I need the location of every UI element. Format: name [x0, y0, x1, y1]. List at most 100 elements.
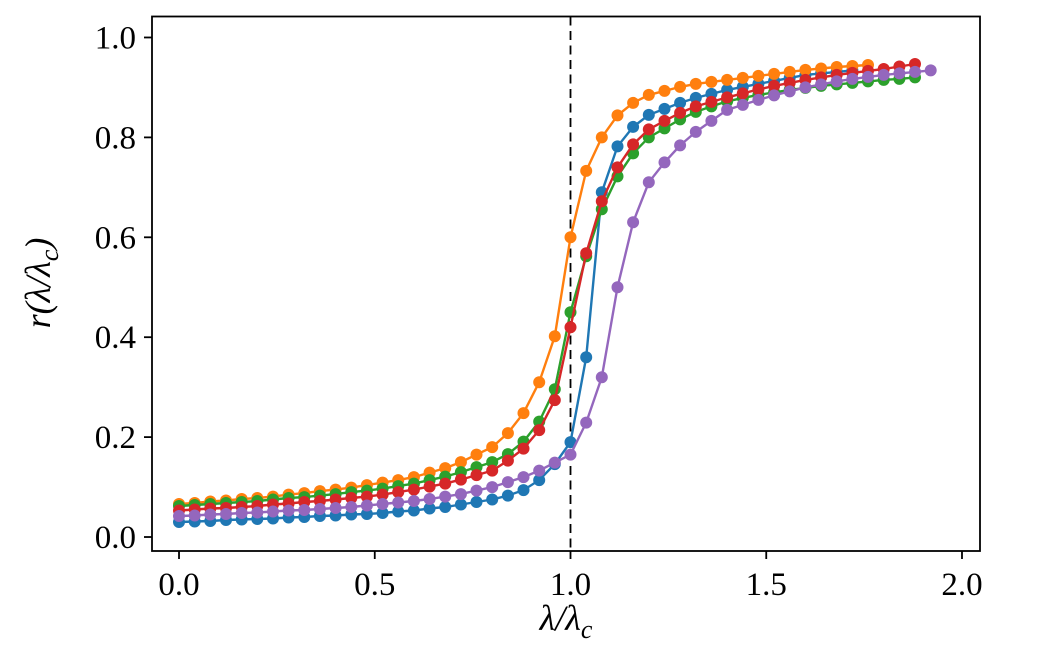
- series-purple-point: [893, 67, 906, 80]
- series-purple-point: [376, 498, 389, 510]
- series-purple-point: [533, 464, 546, 477]
- series-blue-point: [689, 91, 702, 104]
- series-red-point: [580, 247, 593, 260]
- series-blue-point: [392, 505, 405, 518]
- series-red-point: [564, 321, 577, 334]
- series-purple-point: [752, 93, 765, 106]
- series-orange-point: [752, 69, 765, 82]
- series-purple-point: [360, 499, 373, 512]
- series-purple-point: [580, 416, 593, 429]
- series-purple-point: [736, 98, 749, 111]
- series-red-point: [674, 106, 687, 119]
- series-purple-point: [517, 471, 530, 484]
- series-purple-point: [267, 505, 279, 518]
- series-orange-point: [658, 84, 671, 97]
- series-blue-point: [486, 493, 499, 506]
- series-red-point: [752, 83, 765, 96]
- series-red-point: [517, 442, 530, 455]
- series-red-point: [454, 473, 467, 486]
- series-red-point: [595, 195, 608, 208]
- series-purple-point: [909, 65, 921, 78]
- series-purple-point: [329, 502, 342, 514]
- y-axis-label-close: ): [18, 237, 58, 250]
- series-red-point: [611, 161, 624, 174]
- series-orange-point: [548, 330, 561, 343]
- series-red-point: [533, 424, 546, 437]
- series-orange-point: [799, 63, 812, 76]
- x-axis-label-subscript: c: [580, 615, 593, 645]
- series-purple-point: [501, 476, 514, 489]
- series-blue-point: [501, 489, 514, 502]
- series-blue-point: [407, 504, 420, 517]
- series-red-point: [642, 123, 655, 136]
- series-red-point: [360, 490, 373, 503]
- y-tick-label: 0.4: [95, 320, 136, 356]
- series-purple-point: [251, 506, 264, 519]
- series-red-point: [783, 76, 796, 89]
- series-orange-point: [517, 407, 530, 420]
- series-orange-point: [736, 71, 749, 84]
- series-blue-point: [611, 140, 624, 153]
- series-red-point: [721, 91, 734, 104]
- series-blue-point: [470, 496, 483, 508]
- series-purple-point: [486, 481, 499, 494]
- series-purple-point: [235, 507, 248, 519]
- series-red-point: [689, 100, 702, 113]
- series-blue-point: [627, 120, 640, 133]
- series-orange-point: [721, 73, 734, 86]
- series-purple-point: [439, 490, 452, 503]
- series-green-point: [486, 456, 499, 469]
- series-purple-point: [611, 281, 624, 294]
- x-tick-label: 1.5: [746, 567, 787, 603]
- series-purple-point: [799, 81, 812, 94]
- y-tick-label: 0.6: [95, 220, 136, 256]
- series-orange-point: [674, 80, 687, 93]
- series-purple-point: [345, 501, 358, 513]
- series-blue-point: [517, 484, 530, 497]
- series-red-point: [736, 87, 749, 100]
- series-orange-point: [595, 131, 608, 144]
- series-purple-point: [188, 509, 201, 522]
- series-purple-point: [862, 70, 874, 83]
- series-orange-point: [689, 77, 702, 90]
- x-tick-label: 0.5: [354, 567, 395, 603]
- y-tick-label: 0.8: [95, 120, 136, 156]
- series-orange-point: [783, 65, 796, 78]
- series-purple-point: [407, 495, 420, 507]
- series-red-point: [501, 454, 514, 467]
- series-blue-point: [360, 508, 373, 520]
- series-purple-point: [564, 448, 577, 461]
- series-purple-point: [768, 89, 781, 102]
- series-red-point: [548, 394, 561, 407]
- series-orange-point: [564, 231, 577, 244]
- series-purple-point: [846, 72, 859, 85]
- series-purple-point: [642, 176, 655, 189]
- series-orange-point: [533, 376, 546, 389]
- series-red-point: [423, 480, 436, 493]
- series-orange-point: [501, 427, 514, 440]
- y-axis-label: r(λ/λc): [18, 237, 64, 329]
- axes-frame: [151, 15, 981, 552]
- series-red-line: [178, 62, 916, 512]
- series-red-point: [658, 114, 671, 127]
- y-tick-label: 0.2: [95, 420, 136, 456]
- series-purple-point: [282, 504, 295, 517]
- y-axis-label-text: r(λ/λ: [18, 261, 58, 329]
- series-purple-line: [178, 69, 931, 518]
- series-purple-point: [658, 156, 671, 169]
- series-purple-point: [783, 85, 796, 98]
- series-purple-point: [830, 75, 843, 88]
- series-orange-point: [454, 456, 467, 469]
- series-purple-point: [924, 64, 937, 77]
- series-orange-point: [815, 62, 828, 75]
- series-blue-point: [674, 96, 687, 109]
- series-red-point: [486, 464, 499, 477]
- series-blue-point: [533, 474, 546, 487]
- series-blue-point: [454, 498, 467, 511]
- series-red-point: [439, 477, 452, 490]
- series-orange-point: [627, 96, 640, 109]
- y-axis-label-subscript: c: [35, 249, 65, 262]
- series-orange-point: [705, 75, 718, 88]
- series-blue-point: [376, 507, 389, 519]
